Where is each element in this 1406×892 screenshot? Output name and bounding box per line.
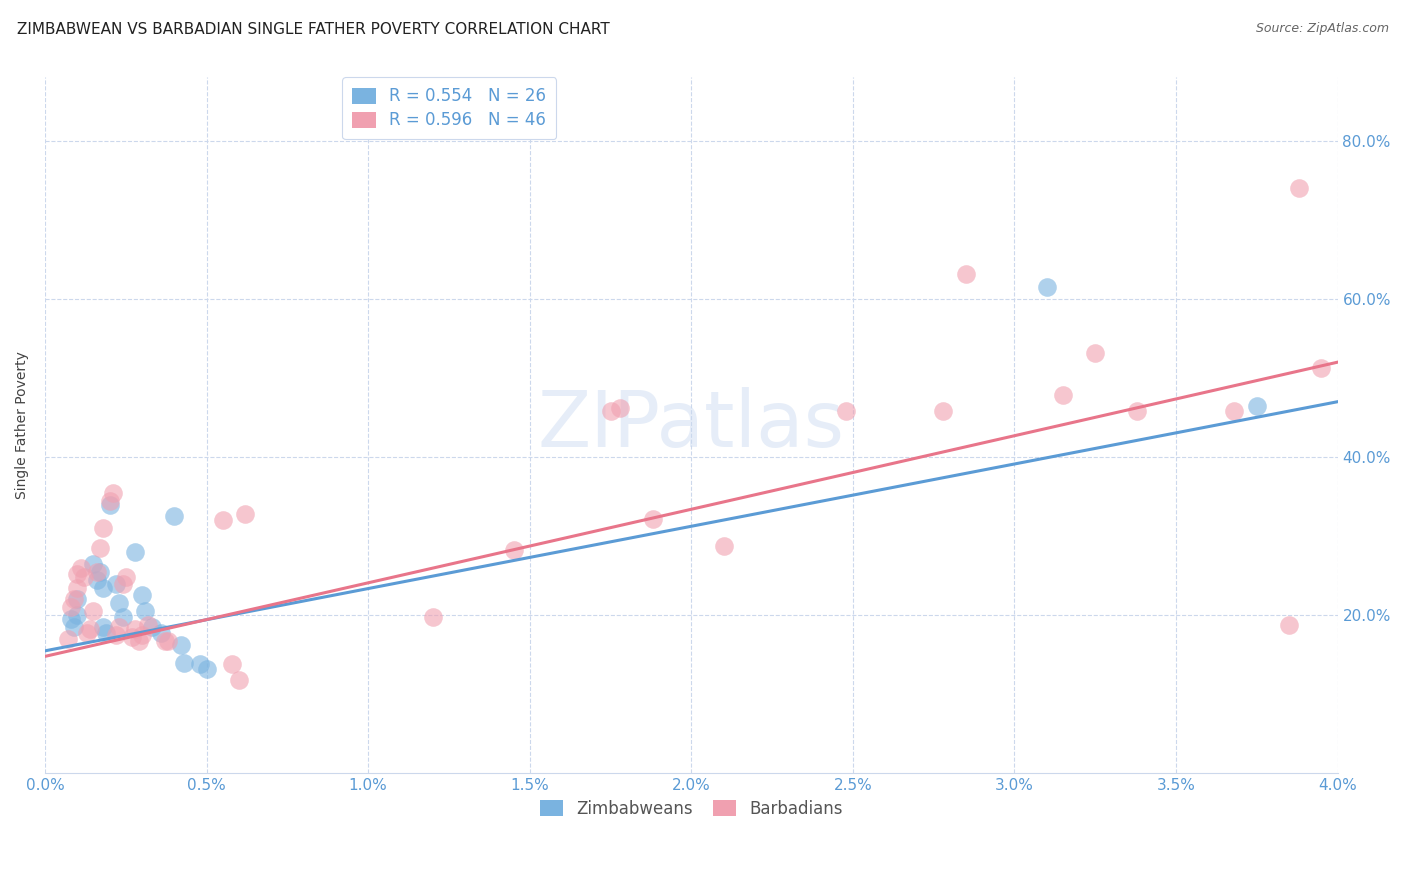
Point — [69, 561, 91, 575]
Point — [66, 608, 89, 623]
Point — [121, 631, 143, 645]
Y-axis label: Single Father Poverty: Single Father Poverty — [15, 351, 30, 500]
Point — [609, 401, 631, 415]
Point — [170, 638, 193, 652]
Point — [1036, 280, 1059, 294]
Point — [150, 625, 173, 640]
Point — [105, 576, 128, 591]
Point — [56, 632, 79, 646]
Point — [98, 493, 121, 508]
Point — [932, 404, 955, 418]
Point — [101, 485, 124, 500]
Point — [156, 633, 179, 648]
Point — [111, 610, 134, 624]
Point — [1246, 399, 1268, 413]
Point — [599, 404, 621, 418]
Point — [1084, 345, 1107, 359]
Point — [1126, 404, 1149, 418]
Point — [131, 628, 153, 642]
Point — [73, 570, 96, 584]
Point — [1052, 388, 1074, 402]
Point — [89, 565, 111, 579]
Point — [108, 620, 131, 634]
Point — [79, 623, 101, 637]
Point — [128, 633, 150, 648]
Point — [86, 573, 108, 587]
Point — [502, 543, 524, 558]
Point — [124, 623, 146, 637]
Point — [59, 612, 82, 626]
Point — [188, 657, 211, 672]
Point — [228, 673, 250, 687]
Point — [96, 625, 118, 640]
Point — [86, 565, 108, 579]
Point — [59, 600, 82, 615]
Text: Source: ZipAtlas.com: Source: ZipAtlas.com — [1256, 22, 1389, 36]
Point — [76, 625, 98, 640]
Point — [1288, 181, 1310, 195]
Point — [105, 628, 128, 642]
Point — [131, 589, 153, 603]
Point — [91, 581, 114, 595]
Point — [82, 604, 104, 618]
Point — [66, 567, 89, 582]
Point — [108, 596, 131, 610]
Point — [163, 509, 186, 524]
Point — [141, 620, 163, 634]
Point — [91, 521, 114, 535]
Point — [221, 657, 243, 672]
Point — [63, 592, 86, 607]
Point — [153, 633, 176, 648]
Legend: Zimbabweans, Barbadians: Zimbabweans, Barbadians — [533, 793, 849, 824]
Point — [89, 541, 111, 555]
Point — [955, 267, 977, 281]
Point — [111, 576, 134, 591]
Point — [641, 512, 664, 526]
Point — [233, 507, 256, 521]
Point — [91, 620, 114, 634]
Point — [713, 539, 735, 553]
Point — [1278, 617, 1301, 632]
Point — [211, 513, 233, 527]
Point — [195, 662, 218, 676]
Point — [66, 581, 89, 595]
Point — [1223, 404, 1246, 418]
Point — [124, 545, 146, 559]
Point — [835, 404, 858, 418]
Point — [173, 656, 195, 670]
Point — [82, 557, 104, 571]
Point — [66, 592, 89, 607]
Text: ZIMBABWEAN VS BARBADIAN SINGLE FATHER POVERTY CORRELATION CHART: ZIMBABWEAN VS BARBADIAN SINGLE FATHER PO… — [17, 22, 610, 37]
Point — [134, 604, 156, 618]
Point — [63, 620, 86, 634]
Point — [138, 617, 160, 632]
Point — [114, 570, 136, 584]
Point — [422, 610, 444, 624]
Point — [98, 498, 121, 512]
Text: ZIPatlas: ZIPatlas — [538, 387, 845, 464]
Point — [1310, 361, 1333, 376]
